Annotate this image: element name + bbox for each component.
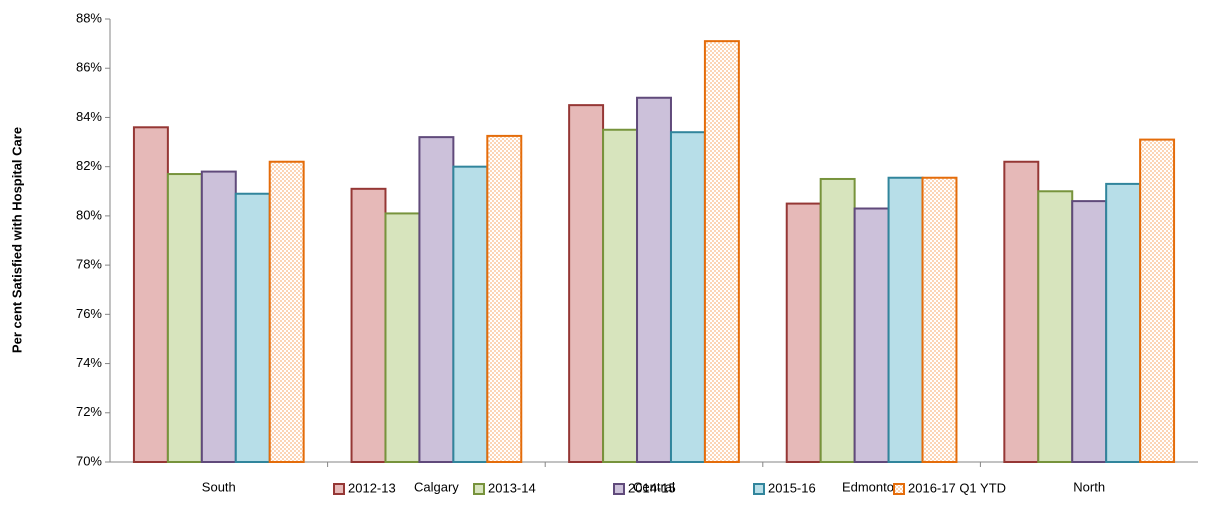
bar <box>1071 200 1108 463</box>
legend-label: 2014-15 <box>628 480 676 495</box>
y-tick-label: 74% <box>76 355 102 370</box>
legend-label: 2013-14 <box>488 480 536 495</box>
bar <box>132 126 169 464</box>
y-tick-label: 88% <box>76 10 102 25</box>
bar <box>568 104 605 463</box>
legend-label: 2012-13 <box>348 480 396 495</box>
bar <box>1003 160 1040 463</box>
bar <box>1037 190 1074 463</box>
bar <box>887 176 924 463</box>
bar <box>486 134 523 463</box>
legend-label: 2016-17 Q1 YTD <box>908 480 1006 495</box>
bar <box>853 207 890 463</box>
y-tick-label: 84% <box>76 109 102 124</box>
bar <box>452 165 489 464</box>
y-tick-label: 78% <box>76 257 102 272</box>
bar <box>166 173 203 464</box>
legend-swatch <box>333 483 345 495</box>
y-tick-label: 76% <box>76 306 102 321</box>
x-tick-label: Calgary <box>414 479 459 494</box>
y-tick-label: 72% <box>76 404 102 419</box>
bar <box>602 128 639 463</box>
legend-swatch <box>473 483 485 495</box>
bar <box>350 187 387 463</box>
bar <box>418 136 455 463</box>
bar <box>200 170 237 463</box>
y-tick-label: 80% <box>76 207 102 222</box>
legend-swatch <box>613 483 625 495</box>
x-tick-label: Central <box>633 479 675 494</box>
bar <box>669 131 706 463</box>
bar <box>1139 138 1176 463</box>
x-tick-label: South <box>202 479 236 494</box>
y-tick-label: 70% <box>76 453 102 468</box>
y-tick-label: 82% <box>76 158 102 173</box>
bar <box>703 40 740 464</box>
bar <box>921 176 958 463</box>
legend-swatch <box>753 483 765 495</box>
x-tick-label: Edmonton <box>842 479 901 494</box>
legend-label: 2015-16 <box>768 480 816 495</box>
x-tick-label: North <box>1073 479 1105 494</box>
bar <box>268 160 305 463</box>
bar <box>636 96 672 463</box>
legend-swatch <box>893 483 905 495</box>
bar <box>234 192 271 463</box>
y-tick-label: 86% <box>76 60 102 75</box>
bar <box>785 202 822 463</box>
bar <box>384 212 421 463</box>
bar <box>819 177 856 463</box>
y-axis-label: Per cent Satisfied with Hospital Care <box>9 127 24 353</box>
bar <box>1105 182 1142 463</box>
